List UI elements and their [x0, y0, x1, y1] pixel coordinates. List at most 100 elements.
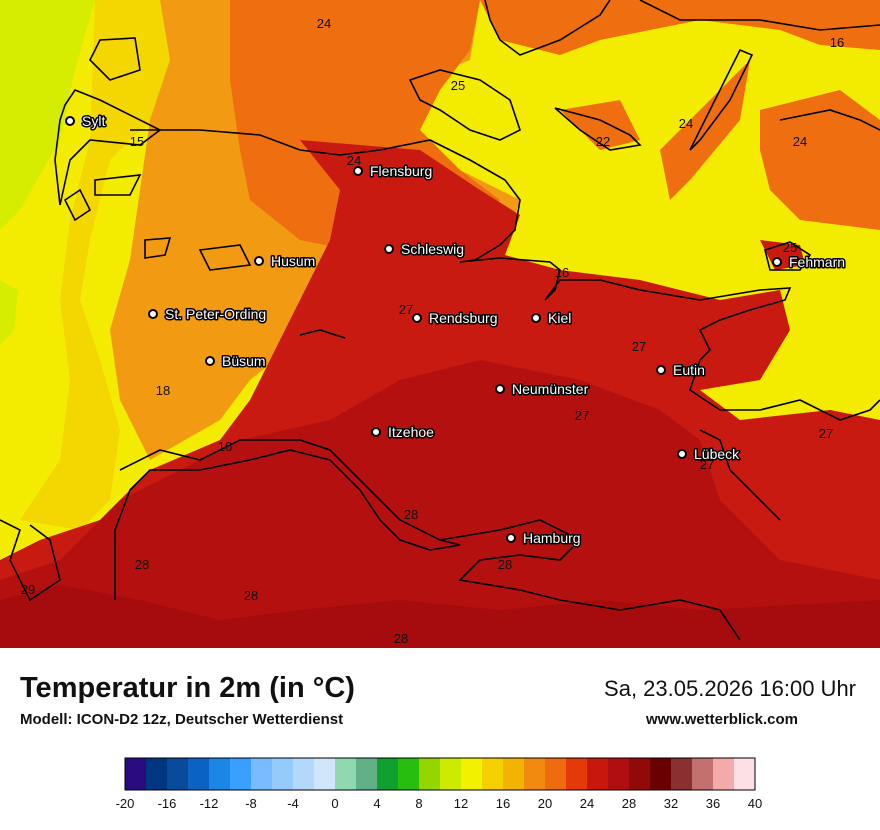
city-dot: [506, 533, 516, 543]
legend-color-box: [608, 758, 630, 790]
temperature-value-label: 28: [404, 507, 418, 522]
temperature-value-label: 28: [244, 588, 258, 603]
temperature-value-label: 24: [679, 116, 693, 131]
city-dot: [371, 427, 381, 437]
legend-color-box: [356, 758, 378, 790]
legend-tick-label: 4: [373, 796, 380, 811]
legend-tick-label: -16: [158, 796, 177, 811]
legend-tick-label: 8: [415, 796, 422, 811]
city-marker[interactable]: Schleswig: [384, 240, 466, 259]
legend-color-box: [419, 758, 441, 790]
legend-color-box: [251, 758, 273, 790]
map-canvas: 24 25 24 22 24 16 15 24 25 16 27 27 18 27 16 27 27 28 28 28…: [0, 0, 880, 648]
temperature-value-label: 27: [399, 302, 413, 317]
city-dot: [65, 116, 75, 126]
city-label: Kiel: [548, 310, 571, 326]
city-marker[interactable]: Rendsburg: [412, 309, 499, 328]
city-dot: [412, 313, 422, 323]
city-marker[interactable]: Hamburg: [506, 529, 582, 548]
legend-tick-labels: -20 -16 -12 -8 -4 0 4 8 12 16 20 24 28 32 36 40: [116, 796, 763, 811]
city-label: Fehmarn: [789, 254, 845, 270]
legend-tick-label: -20: [116, 796, 135, 811]
legend-tick-label: 20: [538, 796, 552, 811]
city-label: Rendsburg: [429, 310, 498, 326]
map-title: Temperatur in 2m (in °C): [20, 672, 355, 704]
legend-color-box: [440, 758, 462, 790]
city-label: Sylt: [82, 113, 105, 129]
legend-color-box: [461, 758, 483, 790]
temperature-value-label: 25: [451, 78, 465, 93]
legend-color-box: [734, 758, 756, 790]
city-dot: [656, 365, 666, 375]
city-markers: Sylt Flensburg Schleswig Husum St. Peter-Ord…: [65, 112, 847, 548]
legend-color-box: [566, 758, 588, 790]
city-marker[interactable]: Büsum: [205, 352, 267, 371]
city-marker[interactable]: Eutin: [656, 361, 706, 380]
legend-tick-label: 36: [706, 796, 720, 811]
legend-color-box: [335, 758, 357, 790]
temperature-value-label: 24: [347, 153, 361, 168]
legend-color-box: [314, 758, 336, 790]
city-label: Eutin: [673, 362, 705, 378]
temp-zone-15: [0, 0, 95, 345]
city-marker[interactable]: Lübeck: [677, 445, 742, 464]
temperature-value-label: 22: [596, 134, 610, 149]
city-dot: [205, 356, 215, 366]
temperature-value-label: 24: [317, 16, 331, 31]
temperature-value-label: 16: [830, 35, 844, 50]
temperature-value-label: 16: [218, 439, 232, 454]
legend-color-box: [482, 758, 504, 790]
legend-tick-label: -12: [200, 796, 219, 811]
legend-color-box: [503, 758, 525, 790]
legend-color-box: [545, 758, 567, 790]
legend-tick-label: 24: [580, 796, 594, 811]
temperature-value-label: 27: [819, 426, 833, 441]
city-dot: [531, 313, 541, 323]
city-marker[interactable]: St. Peter-Ording: [148, 305, 268, 324]
legend-tick-label: 0: [331, 796, 338, 811]
temperature-value-label: 27: [632, 339, 646, 354]
legend-color-box: [188, 758, 210, 790]
city-dot: [384, 244, 394, 254]
city-label: Flensburg: [370, 163, 432, 179]
legend-color-box: [713, 758, 735, 790]
city-marker[interactable]: Husum: [254, 252, 317, 271]
legend-color-box: [167, 758, 189, 790]
city-label: Hamburg: [523, 530, 581, 546]
temperature-value-label: 28: [394, 631, 408, 646]
city-marker[interactable]: Kiel: [531, 309, 573, 328]
city-dot: [772, 257, 782, 267]
city-marker[interactable]: Sylt: [65, 112, 107, 131]
city-marker[interactable]: Flensburg: [353, 162, 434, 181]
temperature-value-label: 25: [783, 240, 797, 255]
city-dot: [495, 384, 505, 394]
city-dot: [677, 449, 687, 459]
legend-tick-label: -4: [287, 796, 299, 811]
city-label: Lübeck: [694, 446, 740, 462]
temperature-map[interactable]: 24 25 24 22 24 16 15 24 25 16 27 27 18 27 16 27 27 28 28 28…: [0, 0, 880, 648]
website-link[interactable]: www.wetterblick.com: [646, 711, 798, 728]
city-dot: [148, 309, 158, 319]
city-marker[interactable]: Itzehoe: [371, 423, 436, 442]
city-dot: [254, 256, 264, 266]
city-marker[interactable]: Neumünster: [495, 380, 590, 399]
temp-zone-28: [0, 360, 880, 648]
temp-zone-18: [20, 0, 480, 530]
city-label: St. Peter-Ording: [165, 306, 266, 322]
legend-color-box: [587, 758, 609, 790]
legend-tick-label: 32: [664, 796, 678, 811]
legend-color-box: [524, 758, 546, 790]
temperature-value-label: 15: [130, 134, 144, 149]
legend-color-box: [650, 758, 672, 790]
map-footer: Temperatur in 2m (in °C) Modell: ICON-D2…: [0, 648, 880, 830]
legend-tick-label: 12: [454, 796, 468, 811]
temperature-value-label: 27: [700, 457, 714, 472]
value-labels: 24 25 24 22 24 16 15 24 25 16 27 27 18 27 16 27 27 28 28 28…: [21, 16, 844, 646]
temperature-value-label: 29: [21, 582, 35, 597]
city-marker[interactable]: Fehmarn: [772, 253, 847, 272]
legend-color-box: [209, 758, 231, 790]
model-source: Modell: ICON-D2 12z, Deutscher Wetterdie…: [20, 711, 344, 728]
coastlines: [0, 0, 880, 641]
legend-color-box: [629, 758, 651, 790]
city-label: Itzehoe: [388, 424, 434, 440]
